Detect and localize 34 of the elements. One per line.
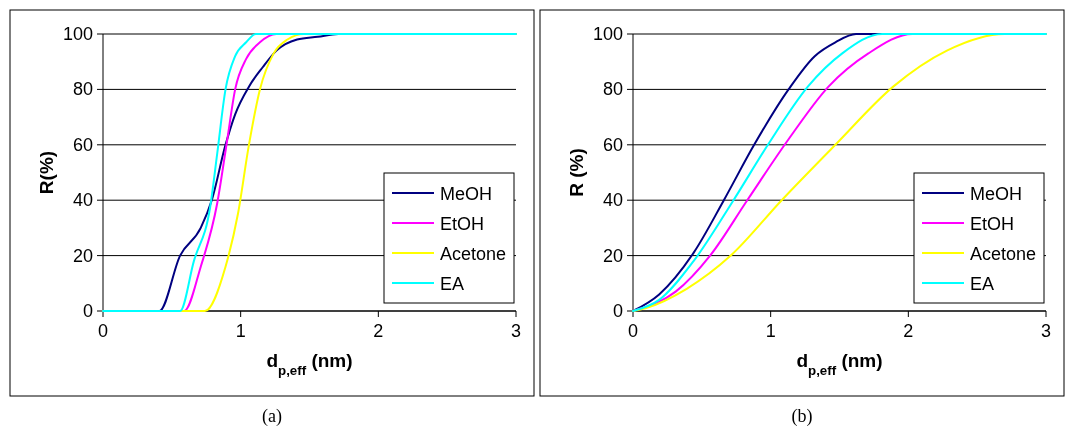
x-tick-label: 1 <box>765 321 776 341</box>
y-tick-label: 0 <box>612 301 623 321</box>
legend-label: EA <box>440 274 465 294</box>
y-tick-label: 20 <box>602 245 623 266</box>
y-axis-title: R (%) <box>566 148 587 197</box>
x-tick-label: 2 <box>373 321 384 341</box>
y-tick-label: 100 <box>62 24 93 44</box>
x-tick-label: 2 <box>903 321 914 341</box>
legend-label: Acetone <box>970 244 1037 264</box>
legend-label: EtOH <box>970 214 1015 234</box>
x-tick-label: 3 <box>510 321 522 341</box>
text: (b) <box>791 406 813 427</box>
y-tick-label: 80 <box>72 79 93 100</box>
y-tick-label: 20 <box>72 245 93 266</box>
y-axis-title: R(%) <box>36 150 57 195</box>
x-tick-label: 3 <box>1040 321 1052 341</box>
y-tick-label: 80 <box>602 79 623 100</box>
y-tick-label: 40 <box>72 190 93 211</box>
y-tick-label: 0 <box>82 301 93 321</box>
y-tick-label: 60 <box>602 134 623 155</box>
legend-label: EtOH <box>440 214 485 234</box>
y-tick-label: 100 <box>592 24 623 44</box>
x-axis-title: d$_{p,eff}$ (nm) <box>796 350 883 378</box>
x-tick-label: 1 <box>235 321 246 341</box>
x-tick-label: 0 <box>97 321 109 341</box>
legend-label: MeOH <box>970 184 1023 204</box>
y-tick-label: 60 <box>72 134 93 155</box>
text: (a) <box>262 406 282 427</box>
legend-label: MeOH <box>440 184 493 204</box>
x-tick-label: 0 <box>627 321 639 341</box>
legend-label: EA <box>970 274 995 294</box>
y-tick-label: 40 <box>602 190 623 211</box>
x-axis-title: d$_{p,eff}$ (nm) <box>266 350 353 378</box>
legend-label: Acetone <box>440 244 507 264</box>
